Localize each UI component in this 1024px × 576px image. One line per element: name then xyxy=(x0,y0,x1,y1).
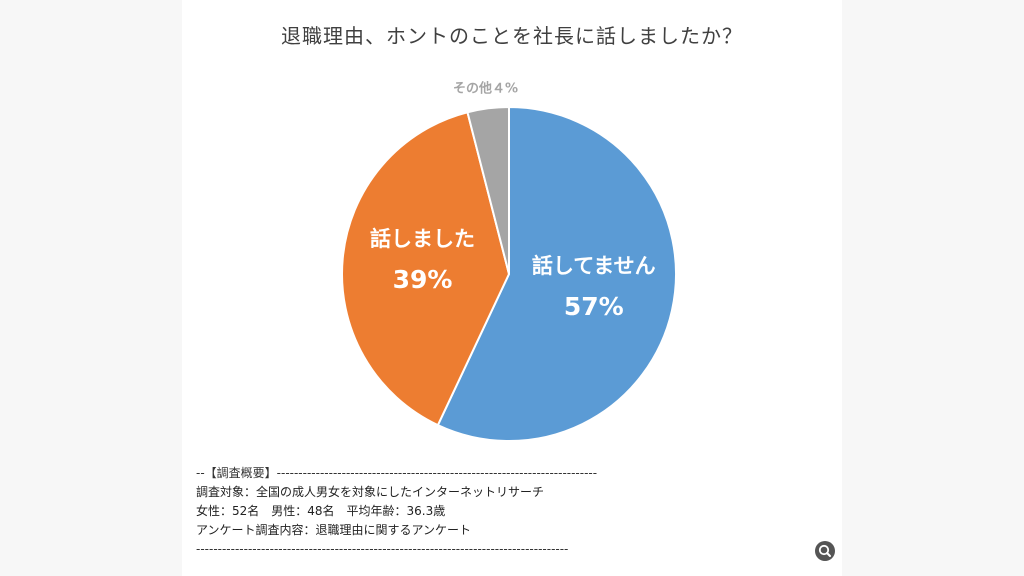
magnifier-icon xyxy=(818,544,831,557)
survey-demographics: 女性：52名 男性：48名 平均年齢：36.3歳 xyxy=(196,504,446,518)
zoom-button[interactable] xyxy=(815,541,835,561)
label-told-percent: 39% xyxy=(393,265,453,294)
right-margin-band xyxy=(842,0,1024,576)
pie-chart: 話してません 57% 話しました 39% その他４% xyxy=(341,80,677,442)
label-not-told: 話してません xyxy=(532,254,656,278)
survey-content: アンケート調査内容：退職理由に関するアンケート xyxy=(196,523,472,537)
left-margin-band xyxy=(0,0,182,576)
chart-slide: 退職理由、ホントのことを社長に話しましたか？ 話してません 57% 話しました 39%… xyxy=(182,0,842,576)
slice-other xyxy=(466,105,510,275)
label-not-told-percent: 57% xyxy=(564,292,624,321)
slice-told xyxy=(341,111,511,427)
survey-footer: ----------------------------------------… xyxy=(196,542,569,556)
survey-target: 調査対象：全国の成人男女を対象にしたインターネットリサーチ xyxy=(196,485,545,499)
label-other: その他４% xyxy=(453,80,518,96)
slice-not-told xyxy=(436,105,677,442)
survey-summary: --【調査概要】--------------------------------… xyxy=(196,464,636,559)
chart-title: 退職理由、ホントのことを社長に話しましたか？ xyxy=(281,24,743,48)
label-told: 話しました xyxy=(370,227,475,251)
survey-header: --【調査概要】--------------------------------… xyxy=(196,466,598,480)
